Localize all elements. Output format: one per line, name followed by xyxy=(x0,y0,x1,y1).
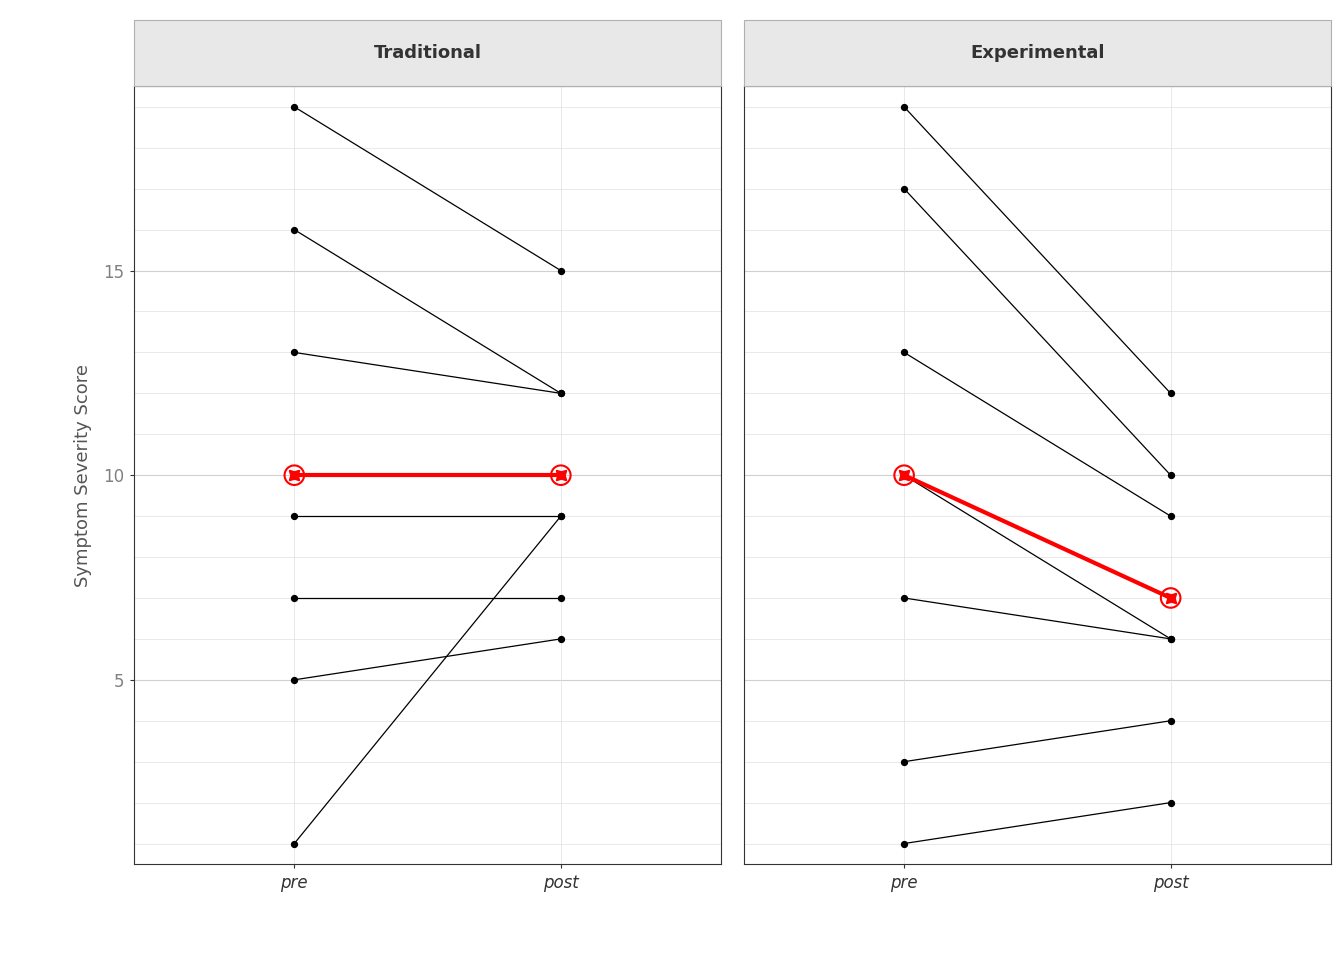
Point xyxy=(894,345,915,360)
FancyBboxPatch shape xyxy=(745,20,1331,86)
Point xyxy=(1160,386,1181,401)
Point xyxy=(894,468,915,483)
Point xyxy=(284,836,305,852)
Point xyxy=(1160,468,1181,483)
Point xyxy=(1160,632,1181,647)
Point xyxy=(894,590,915,606)
FancyBboxPatch shape xyxy=(134,20,720,86)
Point xyxy=(550,509,571,524)
Point xyxy=(1160,713,1181,729)
Point xyxy=(550,468,571,483)
Point xyxy=(894,99,915,114)
Point xyxy=(284,468,305,483)
Point xyxy=(284,468,305,483)
Point xyxy=(550,509,571,524)
Point xyxy=(894,468,915,483)
Point xyxy=(284,222,305,237)
Point xyxy=(1160,509,1181,524)
Point xyxy=(1160,632,1181,647)
Point xyxy=(550,632,571,647)
Point xyxy=(550,468,571,483)
Point xyxy=(1160,795,1181,810)
Point xyxy=(1160,590,1181,606)
Point xyxy=(550,590,571,606)
Text: Experimental: Experimental xyxy=(970,44,1105,62)
Point xyxy=(1160,590,1181,606)
Point xyxy=(284,590,305,606)
Point xyxy=(550,263,571,278)
Point xyxy=(284,509,305,524)
Point xyxy=(894,754,915,769)
Point xyxy=(894,181,915,197)
Point xyxy=(284,99,305,114)
Point xyxy=(894,468,915,483)
Point xyxy=(284,672,305,687)
Y-axis label: Symptom Severity Score: Symptom Severity Score xyxy=(74,364,93,587)
Text: Traditional: Traditional xyxy=(374,44,481,62)
Point xyxy=(894,836,915,852)
Point xyxy=(550,386,571,401)
Point xyxy=(550,386,571,401)
Point xyxy=(284,345,305,360)
